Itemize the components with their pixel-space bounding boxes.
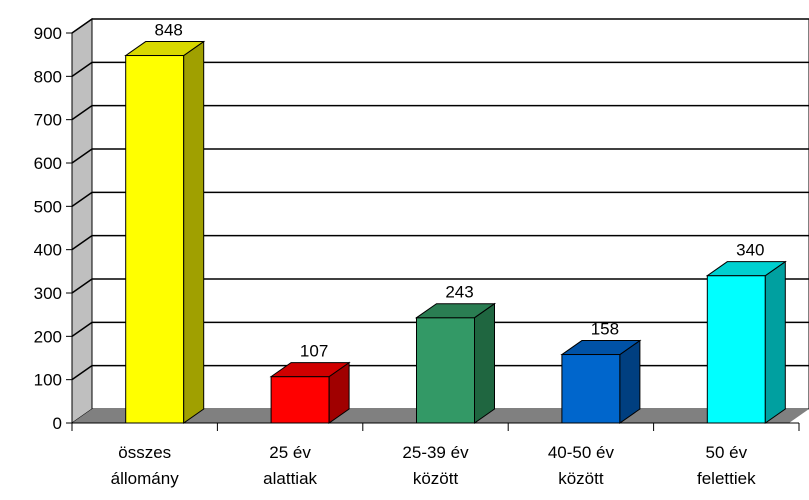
bar-front: [561, 354, 621, 424]
data-label: 107: [300, 342, 328, 361]
bar-side: [183, 40, 205, 424]
bar-front: [416, 317, 475, 424]
y-tick-label: 0: [53, 414, 62, 433]
y-tick-label: 800: [34, 67, 62, 86]
data-label: 848: [155, 21, 183, 40]
gridlines: [71, 18, 809, 381]
x-category-label: alattiak: [263, 469, 317, 488]
x-category-label: között: [413, 469, 459, 488]
y-tick-label: 300: [34, 284, 62, 303]
data-label: 340: [736, 241, 764, 260]
x-category-label: 50 év: [706, 443, 748, 462]
bar-top: [414, 303, 497, 319]
y-tick-label: 500: [34, 197, 62, 216]
bars: [124, 40, 787, 424]
y-tick-label: 200: [34, 327, 62, 346]
bar: [705, 260, 787, 424]
gridline: [71, 104, 809, 121]
y-tick-label: 100: [34, 371, 62, 390]
gridline: [71, 191, 809, 207]
y-tick-label: 900: [34, 24, 62, 43]
bar-top: [269, 362, 351, 378]
data-labels: 848 107 243 158 340: [155, 21, 765, 361]
x-category-label: 40-50 év: [548, 443, 615, 462]
bar-top: [124, 41, 206, 57]
y-axis: 0 100 200 300 400 500 600 700 800 900: [34, 24, 73, 433]
bar: [560, 339, 642, 424]
gridline: [71, 61, 809, 77]
bar-front: [706, 275, 766, 424]
bar: [124, 40, 206, 424]
bar: [414, 302, 497, 424]
gridline: [71, 18, 809, 34]
bar: [269, 361, 351, 424]
bar-top: [705, 261, 787, 277]
data-label: 158: [591, 320, 619, 339]
x-category-label: állomány: [111, 469, 180, 488]
y-tick-label: 600: [34, 154, 62, 173]
gridline: [71, 278, 809, 294]
y-tick-label: 700: [34, 111, 62, 130]
y-tick-label: 400: [34, 241, 62, 260]
bar-front: [270, 376, 330, 424]
data-label: 243: [445, 283, 473, 302]
x-axis: összes állomány 25 év alattiak 25-39 év közöt…: [71, 422, 800, 488]
bar-side: [764, 260, 786, 424]
gridline: [71, 234, 809, 251]
x-category-label: 25 év: [269, 443, 311, 462]
x-category-label: felettiek: [697, 469, 756, 488]
bar-front: [125, 55, 185, 424]
x-category-label: 25-39 év: [402, 443, 469, 462]
bar-side: [474, 302, 495, 424]
x-category-label: összes: [118, 443, 171, 462]
gridline: [71, 148, 809, 164]
bar-top: [560, 340, 642, 356]
side-wall: [71, 18, 93, 424]
x-category-label: között: [558, 469, 604, 488]
gridline: [71, 321, 809, 337]
